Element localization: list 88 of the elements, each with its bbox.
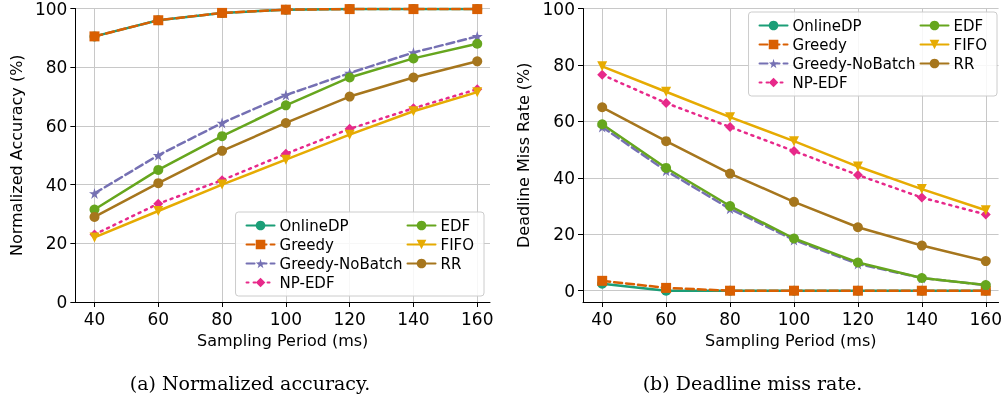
y-axis-title: Deadline Miss Rate (%) [514,62,534,249]
legend-label: OnlineDP [279,216,349,235]
point [153,178,164,189]
point [280,89,292,101]
x-tick-label: 140 [397,308,430,329]
legend-label: NP-EDF [279,273,335,292]
x-tick-label: 140 [905,308,939,329]
point [788,146,799,157]
point [852,170,863,180]
x-tick-label: 40 [83,308,106,329]
y-tick-label: 60 [45,115,68,136]
point [916,240,927,251]
y-axis-title: Normalized Accuracy (%) [6,54,26,257]
point [280,154,291,165]
point [661,162,672,173]
legend-label: Greedy [792,35,847,54]
legend-label: NP-EDF [792,73,848,92]
point [597,69,608,80]
point [408,53,419,64]
point [217,145,228,156]
y-tick-label: 20 [553,224,575,245]
y-tick-label: 0 [56,292,68,312]
point [597,102,608,113]
point [661,98,672,109]
point [153,206,164,217]
point [88,187,100,199]
text: (a) Normalized accuracy. [129,371,371,394]
point [980,256,991,267]
point [472,56,483,67]
point [980,205,991,216]
point [344,129,355,140]
point [280,117,291,128]
legend-label: EDF [440,216,471,235]
point [725,168,736,179]
y-tick-label: 80 [45,57,68,78]
y-tick-label: 40 [45,174,68,195]
legend-label: RR [953,54,975,73]
point [344,91,355,102]
point [152,149,164,161]
text: (b) Deadline miss rate. [642,371,863,394]
point [725,122,736,133]
point [788,136,799,147]
y-tick-label: 60 [553,111,575,132]
x-tick-label: 120 [333,308,366,329]
y-tick-label: 0 [564,280,575,301]
x-tick-label: 160 [969,308,1002,329]
x-axis-title: Sampling Period (ms) [705,330,877,350]
x-tick-label: 80 [719,308,741,329]
legend-label: RR [440,254,462,273]
x-tick-label: 120 [841,308,875,329]
x-axis-title: Sampling Period (ms) [196,330,369,350]
point [597,61,608,72]
point [852,222,863,233]
point [661,136,672,147]
legend-label: EDF [953,16,984,35]
point [408,72,419,83]
point [280,100,291,111]
x-tick-label: 100 [269,308,303,329]
legend-label: FIFO [953,35,988,54]
point [217,131,228,142]
x-tick-label: 80 [211,308,233,329]
point [472,38,483,49]
point [153,164,164,175]
point [89,211,100,222]
x-tick-label: 40 [591,308,613,329]
point [852,161,863,172]
y-tick-label: 80 [553,54,575,75]
y-tick-label: 100 [542,0,575,19]
y-tick-label: 100 [34,0,68,19]
point [788,196,799,207]
x-tick-label: 160 [461,308,494,329]
point [661,86,672,97]
legend-label: Greedy-NoBatch [279,254,403,273]
y-tick-label: 40 [553,167,575,188]
point [217,179,228,190]
legend-label: FIFO [440,235,475,254]
y-tick-label: 20 [45,233,68,254]
point [216,117,228,129]
x-tick-label: 100 [777,308,811,329]
legend-label: Greedy-NoBatch [792,54,916,73]
legend-label: OnlineDP [792,16,862,35]
legend-label: Greedy [279,235,334,254]
point [916,192,927,203]
point [916,184,927,195]
x-tick-label: 60 [147,308,170,329]
point [344,72,355,83]
point [725,112,736,123]
x-tick-label: 60 [655,308,677,329]
